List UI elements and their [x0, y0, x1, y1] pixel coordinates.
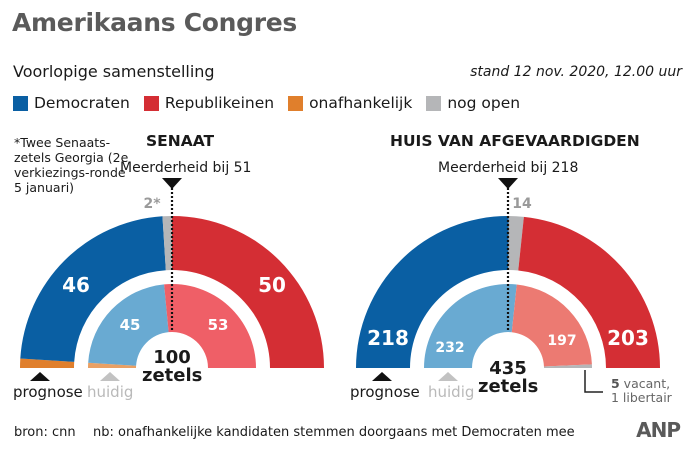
- senate-total-number: 100: [153, 347, 191, 368]
- house-outer-ring-segment-Republikeinen: [518, 216, 660, 368]
- note-text: nb: onafhankelijke kandidaten stemmen do…: [93, 425, 575, 440]
- house-huidig-triangle-icon: [438, 372, 458, 381]
- house-outer-ring-segment-nog-open: [508, 216, 524, 271]
- senate-prognose-label: prognose: [13, 383, 83, 401]
- senate-inner-ring-segment-Democraten: [88, 284, 169, 366]
- house-inner-ring-segment-Democraten: [424, 284, 517, 368]
- senate-inner-ring-label-Democraten: 45: [120, 316, 141, 334]
- house-prognose-triangle-icon: [372, 372, 392, 381]
- legend-swatch: [288, 95, 304, 111]
- vacant-number: 5: [611, 376, 620, 391]
- senate-huidig-label: huidig: [87, 383, 134, 401]
- legend-item-onafhankelijk: onafhankelijk: [288, 94, 412, 112]
- senate-outer-ring-label-nog-open: 2*: [143, 196, 161, 212]
- house-majority-marker-icon: [498, 178, 518, 189]
- senate-inner-ring-label-Republikeinen: 53: [208, 316, 229, 334]
- source-text: bron: cnn: [14, 425, 76, 440]
- senate-huidig-triangle-icon: [100, 372, 120, 381]
- senate-outer-ring-segment-nog-open: [162, 216, 172, 271]
- house-majority-label: Meerderheid bij 218: [438, 160, 579, 176]
- senate-total-unit: zetels: [142, 365, 203, 386]
- legend-item-republikeinen: Republikeinen: [143, 94, 275, 112]
- vacant-annotation: 5 vacant, 1 libertair: [611, 377, 672, 405]
- legend-label: Democraten: [34, 94, 130, 112]
- house-inner-ring-segment-overig: [543, 364, 592, 368]
- house-inner-ring-label-Republikeinen: 197: [547, 333, 576, 349]
- house-prognose-label: prognose: [350, 383, 420, 401]
- legend-label: nog open: [447, 94, 521, 112]
- senate-inner-ring-segment-onafhankelijk: [88, 362, 137, 368]
- legend-label: onafhankelijk: [309, 94, 413, 112]
- legend-label: Republikeinen: [164, 94, 275, 112]
- house-inner-ring-label-Democraten: 232: [435, 340, 464, 356]
- subtitle: Voorlopige samenstelling: [13, 62, 215, 81]
- senate-outer-ring-segment-Democraten: [20, 216, 166, 362]
- page-title: Amerikaans Congres: [12, 8, 297, 37]
- legend: Democraten Republikeinen onafhankelijk n…: [13, 94, 534, 112]
- legend-swatch: [13, 95, 28, 111]
- house-outer-ring-segment-Democraten: [356, 215, 509, 368]
- senate-prognose-triangle-icon: [30, 372, 50, 381]
- house-total-number: 435: [489, 358, 527, 379]
- house-total-unit: zetels: [478, 376, 539, 397]
- legend-swatch: [143, 95, 159, 111]
- vacant-text: vacant,: [619, 376, 671, 391]
- senate-majority-label: Meerderheid bij 51: [120, 160, 252, 176]
- libertair-text: 1 libertair: [611, 390, 672, 405]
- timestamp: stand 12 nov. 2020, 12.00 uur: [470, 64, 682, 80]
- house-outer-ring-label-nog-open: 14: [512, 196, 532, 212]
- legend-item-democraten: Democraten: [13, 94, 130, 112]
- house-total: 435 zetels: [478, 360, 538, 396]
- senate-inner-ring-segment-Republikeinen: [164, 284, 256, 368]
- senate-total: 100 zetels: [142, 349, 202, 385]
- house-outer-ring-label-Republikeinen: 203: [607, 326, 649, 350]
- georgia-footnote: *Twee Senaats-zetels Georgia (2e verkiez…: [14, 135, 129, 195]
- legend-item-nog-open: nog open: [426, 94, 520, 112]
- house-outer-ring-label-Democraten: 218: [367, 326, 409, 350]
- senate-outer-ring-segment-onafhankelijk: [20, 358, 75, 368]
- senate-majority-marker-icon: [162, 178, 182, 189]
- legend-swatch: [426, 95, 442, 111]
- senate-outer-ring-label-Republikeinen: 50: [258, 273, 286, 297]
- house-huidig-label: huidig: [428, 383, 475, 401]
- house-inner-ring-segment-Republikeinen: [511, 284, 592, 367]
- anp-logo: ANP: [636, 418, 681, 442]
- senate-outer-ring-label-Democraten: 46: [62, 273, 90, 297]
- senate-title: SENAAT: [146, 132, 215, 150]
- house-title: HUIS VAN AFGEVAARDIGDEN: [390, 132, 640, 150]
- vacant-connector-line: [584, 370, 603, 393]
- senate-outer-ring-segment-Republikeinen: [172, 216, 324, 368]
